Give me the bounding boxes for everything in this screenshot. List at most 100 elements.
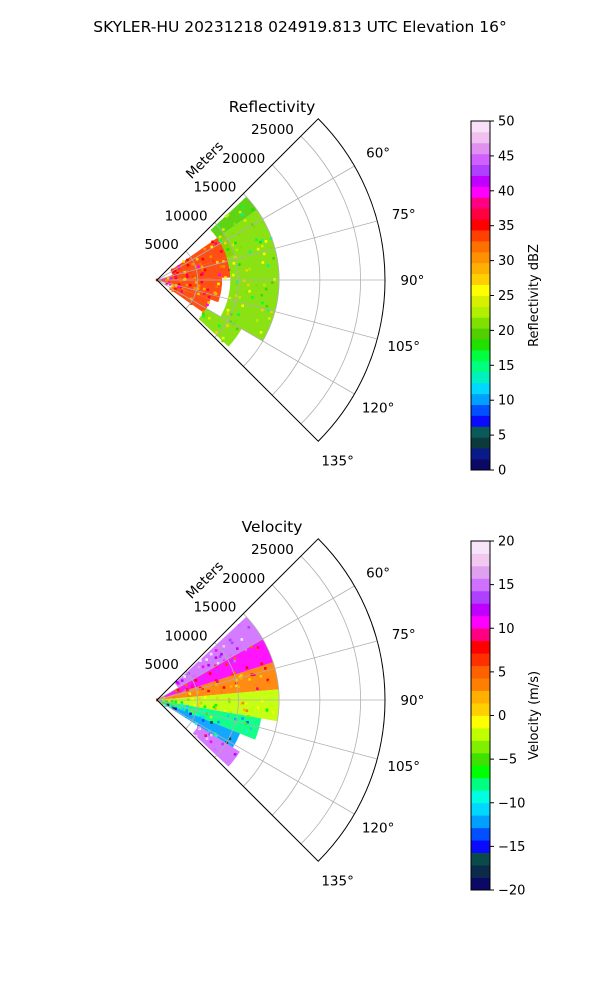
data-speckle (241, 701, 245, 705)
data-speckle (205, 737, 209, 740)
data-speckle (209, 715, 213, 719)
data-speckle (209, 733, 213, 737)
data-speckle (186, 694, 190, 697)
data-speckle (172, 270, 175, 274)
data-speckle (202, 314, 205, 318)
data-speckle (186, 705, 189, 708)
data-speckle (268, 317, 271, 320)
data-speckle (240, 674, 243, 677)
data-speckle (199, 659, 202, 662)
data-speckle (252, 673, 256, 676)
data-speckle (264, 240, 268, 243)
colorbar-segment (471, 426, 490, 438)
data-speckle (230, 641, 234, 644)
data-speckle (205, 658, 208, 661)
data-speckle (218, 239, 222, 242)
data-cell-speckle-3 (155, 277, 220, 299)
data-speckle (259, 240, 262, 244)
data-speckle (197, 284, 201, 287)
data-speckle (265, 305, 269, 308)
data-speckle (218, 324, 221, 328)
data-speckle (198, 727, 201, 731)
data-speckle (260, 244, 264, 248)
data-speckle (205, 712, 209, 716)
data-speckle (222, 645, 226, 648)
data-speckle (238, 210, 242, 214)
grid-spoke-0 (156, 585, 355, 701)
radial-tick-label: 10000 (165, 628, 208, 644)
data-speckle (248, 267, 251, 271)
grid-spoke-1 (156, 220, 378, 281)
data-speckle (194, 679, 198, 682)
colorbar-segment (471, 219, 490, 231)
colorbar-segment (471, 197, 490, 209)
colorbar-segment (471, 790, 490, 804)
data-speckle (257, 706, 260, 709)
data-speckle (220, 690, 223, 694)
data-speckle (235, 678, 238, 682)
data-speckle (191, 275, 195, 278)
colorbar-segment (471, 703, 490, 716)
panel-title: Velocity (242, 518, 303, 536)
data-speckle (259, 331, 263, 334)
angle-tick-label: 120° (362, 401, 395, 417)
data-speckle (177, 286, 180, 289)
colorbar-segment (471, 175, 490, 187)
data-speckle (193, 704, 196, 707)
data-speckle (229, 320, 232, 324)
data-speckle (197, 665, 201, 669)
colorbar-tick-label: 20 (498, 324, 515, 339)
colorbar-segment (471, 262, 490, 275)
data-speckle (218, 235, 222, 239)
data-speckle (249, 727, 252, 731)
data-speckle (251, 296, 254, 299)
data-speckle (189, 712, 192, 716)
data-speckle (174, 707, 177, 711)
data-speckle (233, 657, 237, 660)
colorbar-segment (471, 360, 490, 373)
polar-grid (156, 555, 385, 862)
colorbar-segment (471, 371, 490, 384)
data-speckle (209, 255, 213, 258)
data-speckle (196, 691, 199, 694)
data-speckle (197, 726, 201, 729)
data-speckle (170, 699, 174, 703)
radial-tick-label: 10000 (165, 208, 208, 224)
data-speckle (261, 699, 264, 703)
data-speckle (231, 660, 234, 664)
colorbar-segment (471, 865, 490, 878)
colorbar-tick-label: 20 (498, 535, 515, 550)
colorbar-tick-label: 5 (498, 665, 506, 680)
data-speckle (169, 283, 172, 286)
data-speckle (238, 675, 242, 679)
data-speckle (232, 262, 236, 265)
colorbar-segment (471, 339, 490, 351)
data-speckle (233, 222, 236, 226)
data-speckle (234, 717, 237, 721)
data-speckle (242, 279, 246, 282)
data-speckle (201, 312, 205, 315)
colorbar-tick-label: 40 (498, 184, 515, 199)
data-speckle (196, 287, 200, 290)
data-speckle (240, 677, 243, 680)
data-speckle (227, 698, 231, 701)
data-speckle (260, 221, 264, 224)
data-speckle (203, 292, 206, 295)
colorbar-label: Reflectivity dBZ (527, 244, 542, 347)
data-speckle (231, 231, 234, 235)
data-speckle (209, 652, 213, 656)
colorbar-tick-label: −10 (498, 796, 525, 811)
data-speckle (195, 714, 199, 717)
data-speckle (201, 719, 205, 722)
data-speckle (201, 678, 204, 681)
radial-tick-label: 25000 (251, 542, 294, 558)
data-speckle (222, 228, 225, 231)
data-speckle (236, 647, 239, 650)
data-speckle (194, 674, 197, 678)
data-speckle (237, 232, 240, 236)
data-speckle (194, 734, 198, 738)
angle-tick-label: 90° (400, 273, 424, 289)
data-speckle (261, 239, 264, 242)
data-speckle (182, 260, 185, 263)
data-speckle (234, 682, 238, 685)
